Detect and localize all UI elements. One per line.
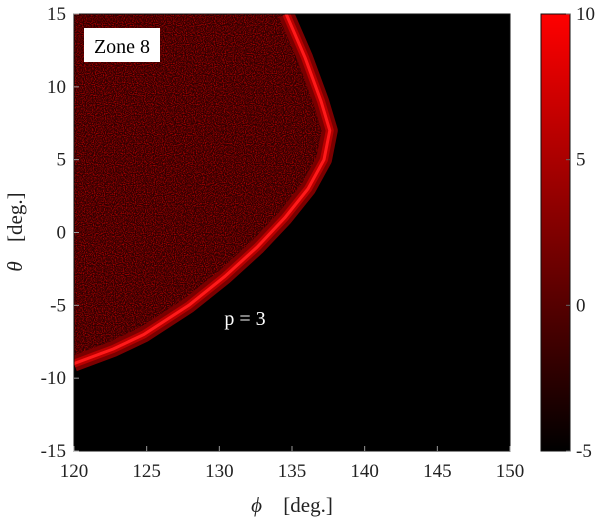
y-tick-label: 5 — [57, 150, 67, 171]
y-tick-label: 15 — [47, 4, 66, 25]
x-tick-label: 125 — [132, 461, 161, 482]
colorbar-tick-label: 10 — [576, 4, 595, 25]
zone-label-box — [84, 28, 160, 62]
region-edge-bright — [74, 14, 332, 366]
x-tick-label: 120 — [60, 461, 89, 482]
y-tick-label: -5 — [50, 295, 66, 316]
y-axis-symbol: θ — [3, 261, 27, 271]
y-tick-label: 10 — [47, 77, 66, 98]
colorbar-ticks: -5 0 5 10 — [566, 4, 595, 462]
colorbar — [540, 13, 571, 452]
x-axis-ticks: 120 125 130 135 140 145 150 — [60, 446, 525, 482]
colorbar-tick-label: 5 — [576, 150, 586, 171]
x-tick-label: 135 — [278, 461, 307, 482]
x-axis-unit: [deg.] — [283, 493, 333, 517]
x-tick-label: 130 — [205, 461, 234, 482]
zone-label: Zone 8 — [94, 36, 150, 58]
y-axis-ticks: -15 -10 -5 0 5 10 15 — [41, 4, 79, 462]
y-tick-label: 0 — [57, 223, 67, 244]
x-tick-label: 150 — [496, 461, 525, 482]
x-axis-symbol: ϕ — [251, 493, 262, 517]
colorbar-tick-label: -5 — [576, 441, 592, 462]
p-label: p = 3 — [224, 308, 265, 330]
x-tick-label: 140 — [350, 461, 379, 482]
x-axis-label: ϕ [deg.] — [251, 493, 333, 517]
y-axis-unit: [deg.] — [3, 192, 27, 242]
y-axis-label: θ [deg.] — [3, 192, 27, 271]
y-tick-label: -15 — [41, 441, 66, 462]
x-tick-label: 145 — [423, 461, 452, 482]
colorbar-tick-label: 0 — [576, 295, 586, 316]
y-tick-label: -10 — [41, 368, 66, 389]
